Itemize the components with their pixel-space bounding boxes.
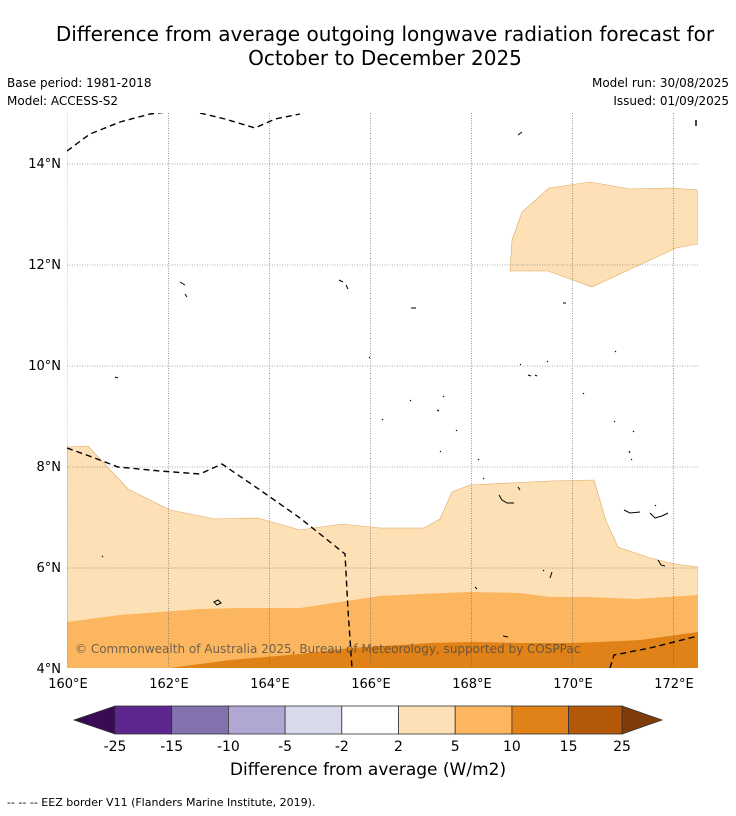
model-name: Model: ACCESS-S2 <box>7 94 119 108</box>
colorbar-title: Difference from average (W/m2) <box>229 760 507 780</box>
colorbar-swatch-4 <box>341 705 399 735</box>
colorbar <box>72 705 664 735</box>
title-line-2: October to December 2025 <box>248 46 522 70</box>
lon-tick-160: 160°E <box>48 677 88 692</box>
lon-tick-166: 166°E <box>351 677 391 692</box>
colorbar-swatch-0 <box>114 705 173 735</box>
lat-tick-12: 12°N <box>28 258 61 273</box>
colorbar-swatch-2 <box>227 705 286 735</box>
colorbar-swatch-1 <box>171 705 229 735</box>
cb-label-8: 15 <box>560 739 578 755</box>
lat-tick-6: 6°N <box>37 561 62 576</box>
lat-tick-8: 8°N <box>37 460 62 475</box>
colorbar-swatch-7 <box>511 705 569 735</box>
colorbar-extend-high <box>621 705 664 735</box>
model-run: Model run: 30/08/2025 <box>591 76 729 90</box>
colorbar-swatch-5 <box>398 705 456 735</box>
chart-title: Difference from average outgoing longwav… <box>0 22 736 70</box>
eez-borders <box>67 113 698 668</box>
lat-tick-labels: 14°N 12°N 10°N 8°N 6°N 4°N <box>28 157 61 677</box>
title-line-1: Difference from average outgoing longwav… <box>55 22 715 46</box>
copyright-text: © Commonwealth of Australia 2025, Bureau… <box>75 642 580 656</box>
colorbar-labels: -25 -15 -10 -5 -2 2 5 10 15 25 <box>104 739 631 755</box>
lon-tick-168: 168°E <box>452 677 492 692</box>
cb-label-3: -5 <box>278 739 292 755</box>
cb-label-1: -15 <box>160 739 183 755</box>
lat-tick-10: 10°N <box>28 359 61 374</box>
base-period: Base period: 1981-2018 <box>7 76 152 90</box>
cb-label-7: 10 <box>503 739 521 755</box>
colorbar-swatch-6 <box>454 705 513 735</box>
eez-legend-note: -- -- -- EEZ border V11 (Flanders Marine… <box>7 796 316 809</box>
map-area: © Commonwealth of Australia 2025, Bureau… <box>67 113 698 668</box>
meta-right: Model run: 30/08/2025 Issued: 01/09/2025 <box>592 74 729 110</box>
lon-tick-labels: 160°E 162°E 164°E 166°E 168°E 170°E 172°… <box>48 677 694 692</box>
cb-label-2: -10 <box>217 739 240 755</box>
anomaly-region-10-15 <box>170 632 698 668</box>
lon-tick-164: 164°E <box>250 677 290 692</box>
issued-date: Issued: 01/09/2025 <box>613 94 729 108</box>
colorbar-swatch-8 <box>568 705 623 735</box>
islands <box>101 131 669 638</box>
lon-tick-162: 162°E <box>149 677 189 692</box>
cb-label-4: -2 <box>335 739 349 755</box>
meta-left: Base period: 1981-2018 Model: ACCESS-S2 <box>7 74 152 110</box>
anomaly-region-2-5-north <box>509 181 698 288</box>
cb-label-6: 5 <box>451 739 460 755</box>
cb-label-5: 2 <box>394 739 403 755</box>
lat-tick-4: 4°N <box>37 662 62 677</box>
lon-tick-172: 172°E <box>654 677 694 692</box>
grid-lines <box>67 113 698 668</box>
lon-tick-170: 170°E <box>553 677 593 692</box>
cb-label-0: -25 <box>104 739 127 755</box>
colorbar-swatch-3 <box>284 705 343 735</box>
lat-tick-14: 14°N <box>28 157 61 172</box>
colorbar-extend-low <box>72 705 116 735</box>
cb-label-9: 25 <box>613 739 631 755</box>
